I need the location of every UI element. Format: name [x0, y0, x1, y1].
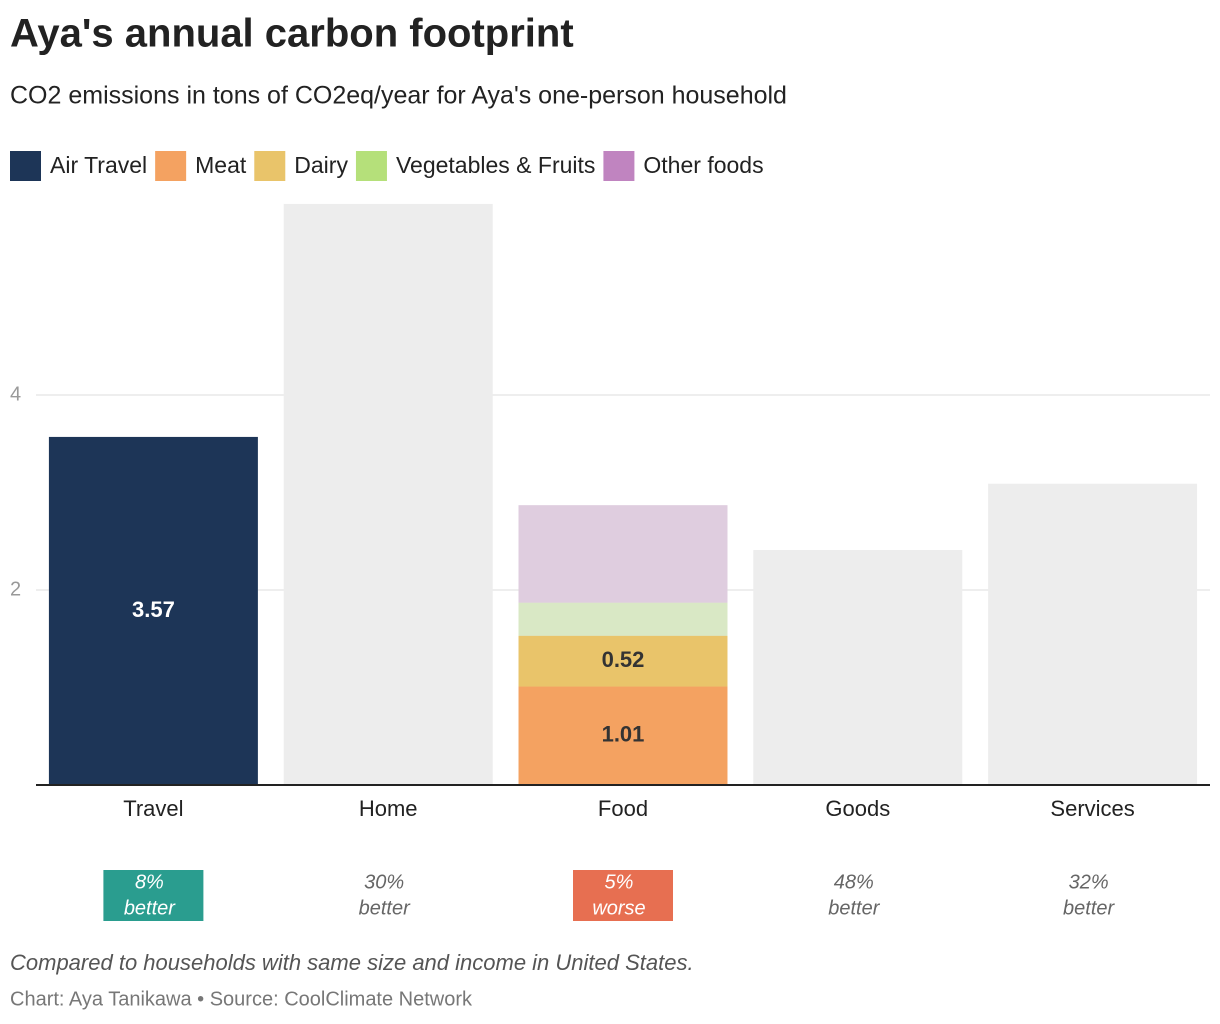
- bar-segment: [48, 436, 258, 785]
- data-label: 3.57: [132, 597, 175, 622]
- comparison-pct: 48%: [834, 871, 874, 893]
- legend-swatch: [254, 151, 286, 181]
- comparison-pct: 5%: [605, 871, 634, 893]
- data-label: 0.52: [602, 647, 645, 672]
- x-tick-label: Goods: [825, 796, 890, 821]
- bar-segment: [518, 602, 728, 636]
- x-tick-label: Travel: [123, 796, 183, 821]
- comparison-pct: 30%: [364, 871, 404, 893]
- legend-swatch: [603, 151, 635, 181]
- bar-segment: [518, 635, 728, 687]
- x-tick-label: Services: [1050, 796, 1134, 821]
- total-bar: [988, 483, 1198, 785]
- data-label: 1.01: [602, 722, 645, 747]
- credit: Chart: Aya Tanikawa • Source: CoolClimat…: [10, 988, 473, 1010]
- bar-segment: [518, 505, 728, 603]
- legend-label: Meat: [195, 152, 247, 178]
- y-tick-label: 4: [10, 383, 21, 405]
- legend-label: Other foods: [643, 152, 763, 178]
- chart-title: Aya's annual carbon footprint: [10, 12, 574, 56]
- legend-label: Air Travel: [50, 152, 147, 178]
- note: Compared to households with same size an…: [10, 950, 694, 975]
- chart-subtitle: CO2 emissions in tons of CO2eq/year for …: [10, 82, 787, 110]
- legend-swatch: [10, 151, 41, 181]
- comparison-word: better: [359, 897, 411, 919]
- comparison-word: better: [124, 897, 176, 919]
- comparison-word: better: [828, 897, 880, 919]
- total-bar: [283, 203, 493, 785]
- legend-swatch: [355, 151, 387, 181]
- comparison-pct: 32%: [1069, 871, 1109, 893]
- comparison-word: better: [1063, 897, 1115, 919]
- comparison-pct: 8%: [135, 871, 164, 893]
- legend-label: Dairy: [294, 152, 348, 178]
- comparison-word: worse: [592, 897, 645, 919]
- x-tick-label: Food: [598, 796, 648, 821]
- x-tick-label: Home: [359, 796, 418, 821]
- comparison-box: [103, 870, 204, 921]
- legend-swatch: [155, 151, 187, 181]
- comparison-box: [573, 870, 673, 921]
- legend-label: Vegetables & Fruits: [396, 152, 595, 178]
- y-tick-label: 2: [10, 578, 21, 600]
- bar-segment: [518, 686, 728, 785]
- total-bar: [753, 550, 963, 785]
